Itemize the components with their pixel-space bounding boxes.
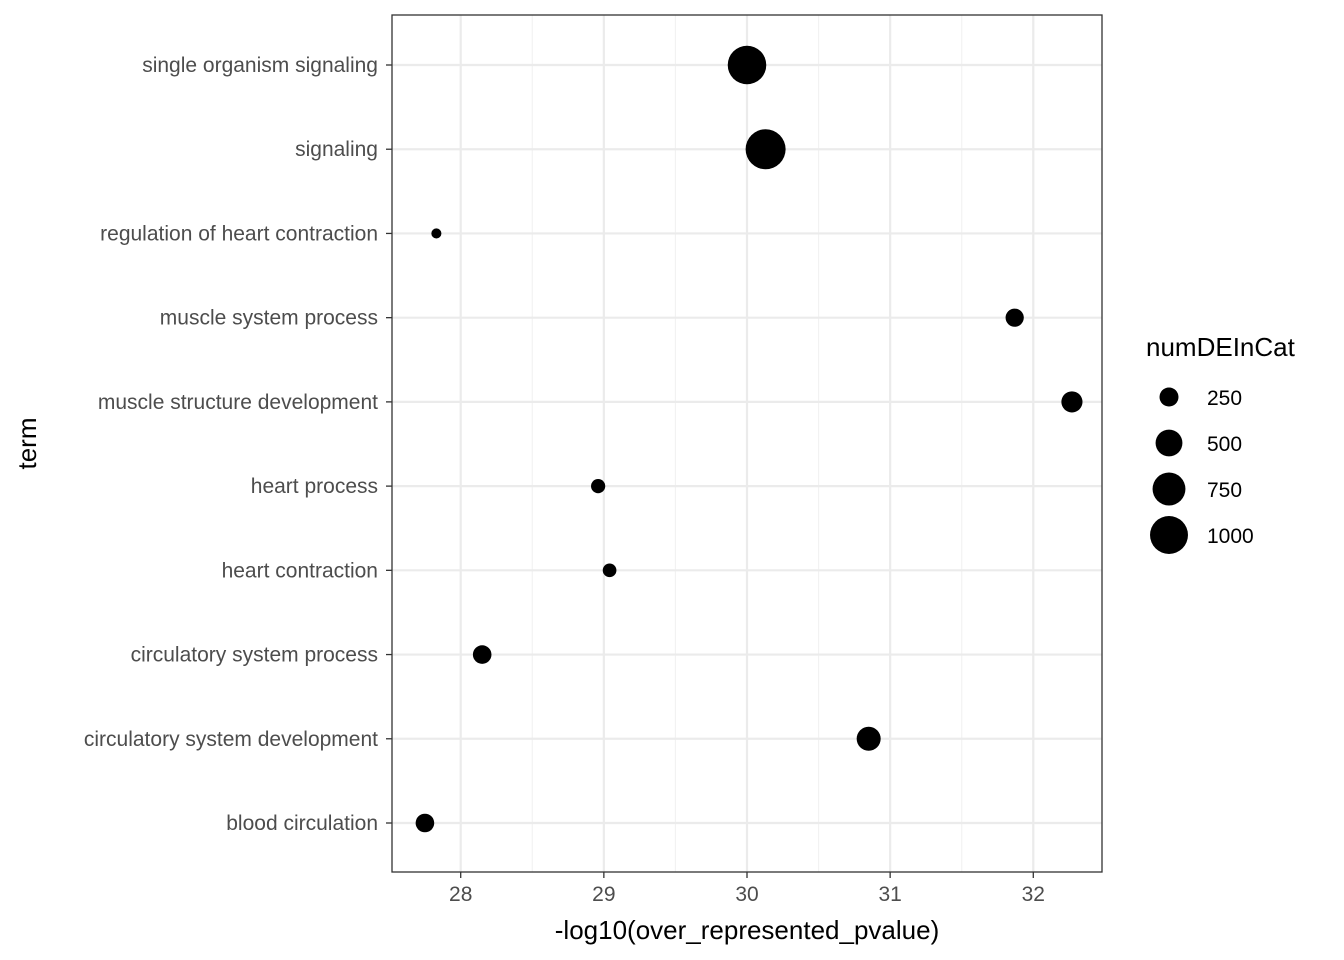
legend-key	[1152, 472, 1186, 506]
y-tick-label: circulatory system development	[84, 728, 378, 751]
x-tick-label: 28	[449, 883, 472, 906]
y-tick-label: muscle system process	[160, 307, 378, 330]
legend-label: 250	[1207, 387, 1242, 410]
data-point	[431, 228, 442, 239]
y-tick-label: single organism signaling	[142, 54, 378, 77]
data-point	[472, 645, 492, 664]
y-tick-label: regulation of heart contraction	[100, 222, 378, 245]
points-layer	[415, 45, 1083, 833]
y-tick-label: heart process	[251, 475, 378, 498]
legend: numDEInCat 250 500 750 1000	[1146, 332, 1296, 554]
data-point	[602, 563, 617, 578]
data-point	[415, 813, 435, 833]
legend-label: 750	[1207, 479, 1242, 502]
axis-layer: 28 29 30 31 32 blood circulation circulatory s…	[84, 54, 1045, 906]
data-point	[1061, 391, 1083, 413]
data-point	[727, 45, 767, 85]
legend-key	[1155, 429, 1183, 457]
y-tick-label: heart contraction	[222, 559, 378, 582]
legend-key	[1150, 516, 1188, 554]
x-tick-label: 31	[878, 883, 901, 906]
x-tick-label: 29	[592, 883, 615, 906]
legend-label: 500	[1207, 433, 1242, 456]
x-tick-label: 30	[735, 883, 758, 906]
data-point	[745, 129, 786, 170]
y-tick-label: muscle structure development	[98, 391, 378, 414]
y-axis-title: term	[12, 418, 42, 470]
x-axis-title: -log10(over_represented_pvalue)	[555, 915, 939, 945]
y-tick-label: circulatory system process	[131, 644, 378, 667]
y-tick-label: blood circulation	[226, 812, 378, 835]
data-point	[1005, 308, 1024, 327]
legend-title: numDEInCat	[1146, 332, 1296, 362]
y-tick-label: signaling	[295, 138, 378, 161]
data-point	[591, 479, 606, 494]
x-tick-label: 32	[1022, 883, 1045, 906]
legend-key	[1159, 387, 1179, 407]
data-point	[856, 726, 881, 751]
legend-label: 1000	[1207, 525, 1254, 548]
